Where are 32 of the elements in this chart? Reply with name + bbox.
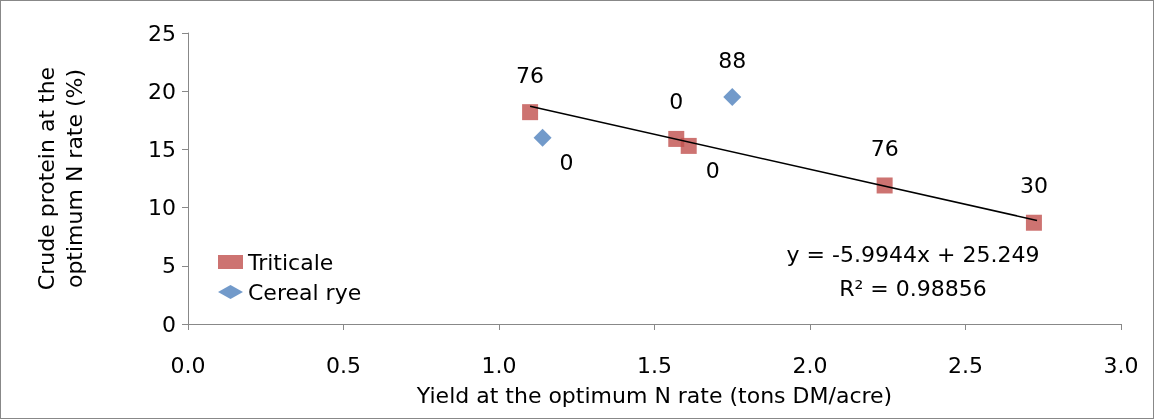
point [522,104,539,121]
annotation: y = -5.9944x + 25.249 [786,241,1040,267]
annotation: 88 [718,47,747,73]
point [680,137,697,154]
y-tick-label: 10 [148,195,176,221]
annotation: 30 [1019,173,1048,199]
y-tick-label: 20 [148,78,176,104]
annotation: 0 [559,150,574,176]
y-tick-label: 0 [162,311,176,337]
annotation: 0 [669,89,684,115]
y-axis-title: Crude protein at the optimum N rate (%) [33,66,87,291]
annotation: R² = 0.98856 [839,275,987,301]
point [876,177,893,194]
point [723,88,742,107]
annotation: 76 [516,62,545,88]
point [533,128,552,147]
x-tick-label: 2.5 [948,352,983,378]
x-tick-label: 1.0 [481,352,517,378]
point [1025,214,1042,231]
x-axis-title: Yield at the optimum N rate (tons DM/acre) [415,382,893,408]
y-tick-label: 15 [148,136,176,162]
x-tick-label: 0.0 [170,352,206,378]
annotation: 0 [705,158,720,184]
y-tick-label: 25 [148,20,176,46]
x-tick-label: 3.0 [1103,352,1139,378]
x-tick-label: 2.0 [792,352,828,378]
y-tick-label: 5 [162,253,176,279]
legend-label: Triticale [247,249,334,275]
annotation: 76 [870,135,899,161]
x-tick-label: 1.5 [637,352,672,378]
x-tick-label: 0.5 [326,352,361,378]
legend-label: Cereal rye [248,279,362,305]
